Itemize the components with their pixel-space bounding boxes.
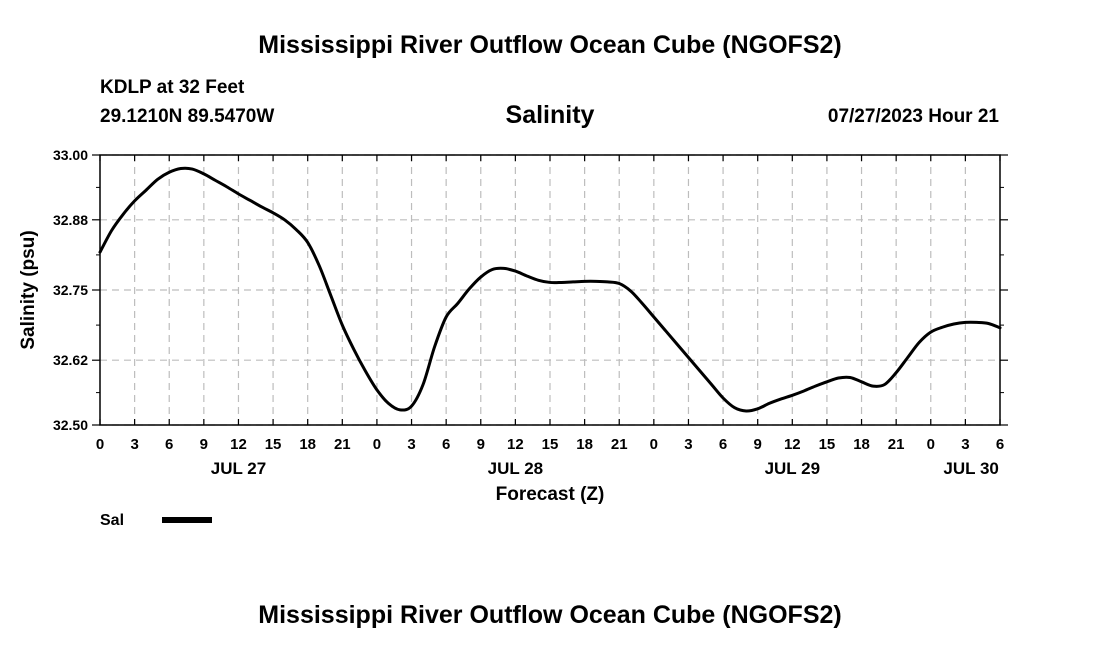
x-tick-label: 6 [165, 436, 173, 453]
x-tick-label: 18 [299, 436, 316, 453]
x-tick-label: 6 [719, 436, 727, 453]
x-tick-label: 0 [373, 436, 381, 453]
x-tick-label: 6 [996, 436, 1004, 453]
series-line-sal [98, 166, 1002, 413]
x-tick-label: 21 [334, 436, 351, 453]
x-tick-label: 15 [819, 436, 836, 453]
x-tick-label: 18 [853, 436, 870, 453]
x-tick-label: 9 [200, 436, 208, 453]
x-tick-label: 15 [542, 436, 559, 453]
y-axis-title: Salinity (psu) [18, 230, 39, 349]
x-tick-label: 12 [784, 436, 801, 453]
day-label: JUL 27 [211, 459, 266, 478]
legend-label-sal: Sal [100, 512, 124, 529]
axis-ticks [92, 154, 1008, 426]
y-tick-label: 32.88 [53, 212, 88, 228]
x-tick-label: 9 [477, 436, 485, 453]
day-labels: JUL 27 JUL 28 JUL 29 JUL 30 [211, 459, 999, 478]
y-tick-label: 32.62 [53, 352, 88, 368]
x-tick-label: 6 [442, 436, 450, 453]
footer-title: Mississippi River Outflow Ocean Cube (NG… [258, 601, 842, 629]
x-tick-label: 18 [576, 436, 593, 453]
x-tick-label: 3 [130, 436, 138, 453]
grid-lines [100, 154, 1000, 426]
x-tick-label: 3 [407, 436, 415, 453]
x-tick-labels: 0 3 6 9 12 15 18 21 0 3 6 9 12 15 18 21 0 3 6 9 12 15 18 21 0 3 6 [96, 436, 1004, 453]
x-tick-label: 9 [754, 436, 762, 453]
x-axis-title: Forecast (Z) [496, 484, 605, 505]
datetime-label: 07/27/2023 Hour 21 [827, 106, 999, 127]
page-title: Mississippi River Outflow Ocean Cube (NG… [258, 31, 842, 59]
y-tick-label: 32.75 [53, 282, 88, 298]
chart-title: Salinity [505, 101, 595, 129]
station-label: KDLP at 32 Feet [100, 77, 245, 98]
day-label: JUL 29 [765, 459, 820, 478]
x-tick-label: 0 [96, 436, 104, 453]
location-label: 29.1210N 89.5470W [100, 106, 275, 127]
x-tick-label: 15 [265, 436, 282, 453]
x-tick-label: 0 [650, 436, 658, 453]
x-tick-label: 0 [927, 436, 935, 453]
x-tick-label: 3 [684, 436, 692, 453]
y-tick-labels: 32.50 32.62 32.75 32.88 33.00 [53, 147, 88, 433]
y-tick-label: 33.00 [53, 147, 88, 163]
y-tick-label: 32.50 [53, 417, 88, 433]
x-tick-label: 12 [230, 436, 247, 453]
x-tick-label: 3 [961, 436, 969, 453]
x-tick-label: 21 [888, 436, 905, 453]
day-label: JUL 28 [488, 459, 543, 478]
x-tick-label: 21 [611, 436, 628, 453]
x-tick-label: 12 [507, 436, 524, 453]
day-label: JUL 30 [943, 459, 998, 478]
legend: Sal [100, 512, 212, 529]
